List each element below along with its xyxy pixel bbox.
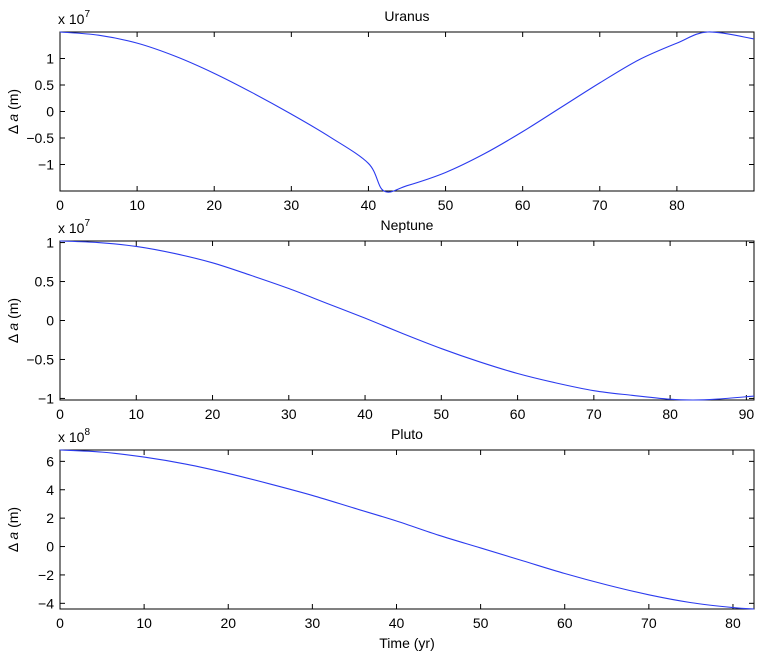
chart-pluto-multiplier: x 108 [58,427,90,445]
chart-neptune-axes-box [59,240,755,401]
chart-pluto-xtick-label: 20 [220,615,236,631]
chart-pluto-xlabel: Time (yr) [379,635,434,651]
chart-uranus-ytick-label: −1 [38,157,54,173]
chart-pluto-xtick-label: 40 [389,615,405,631]
chart-uranus-xtick-label: 10 [129,197,145,213]
chart-neptune-title: Neptune [381,217,434,233]
chart-pluto-multiplier-exponent: 8 [84,427,90,438]
chart-neptune-ylabel: Δ a (m) [5,298,21,343]
chart-pluto-xtick-label: 50 [473,615,489,631]
chart-uranus-xtick-label: 0 [56,197,64,213]
chart-pluto: Pluto x 108 Δ a (m) 0 10 20 30 40 50 60 70 80 −4 −2 0 2… [5,426,755,651]
chart-neptune-ylabel-symbol: Δ [5,334,21,343]
chart-neptune-ytick-label: 0 [46,313,54,329]
chart-neptune-xtick-label: 80 [662,406,678,422]
chart-pluto-ytick-label: −4 [38,595,54,611]
chart-uranus-xtick-label: 60 [515,197,531,213]
chart-pluto-xtick-label: 10 [136,615,152,631]
chart-pluto-ytick-label: 2 [46,510,54,526]
chart-uranus-ytick-label: 1 [46,51,54,67]
chart-neptune-xtick-label: 70 [586,406,602,422]
chart-neptune-ylabel-unit: (m) [5,298,21,319]
chart-neptune-ytick-label: 1 [46,235,54,251]
chart-uranus-ytick-label: 0.5 [35,77,55,93]
chart-pluto-ytick-label: 6 [46,453,54,469]
chart-uranus-xtick-label: 30 [284,197,300,213]
chart-pluto-multiplier-base: x 10 [58,429,85,445]
chart-uranus-xtick-label: 80 [669,197,685,213]
chart-uranus-series-line [59,31,755,193]
chart-neptune-xtick-label: 0 [56,406,64,422]
chart-uranus-ylabel-symbol: Δ [5,125,21,134]
chart-uranus-multiplier: x 107 [58,9,90,27]
chart-uranus-ytick-label: −0.5 [26,130,54,146]
chart-uranus-title: Uranus [384,8,429,24]
chart-pluto-xtick-label: 0 [56,615,64,631]
chart-pluto-ylabel-variable: a [5,532,21,540]
chart-uranus-multiplier-base: x 10 [58,11,85,27]
chart-pluto-xtick-label: 70 [641,615,657,631]
chart-uranus-ytick-label: 0 [46,104,54,120]
chart-uranus-xtick-label: 40 [361,197,377,213]
chart-pluto-ylabel-unit: (m) [5,507,21,528]
chart-neptune-xtick-label: 60 [510,406,526,422]
chart-neptune-multiplier: x 107 [58,218,90,236]
chart-neptune-xtick-label: 90 [739,406,755,422]
chart-neptune-ylabel-variable: a [5,323,21,331]
chart-pluto-ytick-label: 0 [46,539,54,555]
chart-pluto-xtick-label: 30 [305,615,321,631]
chart-neptune-ytick-label: 0.5 [35,274,55,290]
chart-neptune-xtick-label: 10 [128,406,144,422]
chart-uranus-axes-box [59,31,755,192]
chart-uranus-xtick-label: 20 [206,197,222,213]
chart-uranus-ylabel-unit: (m) [5,89,21,110]
chart-uranus-ylabel: Δ a (m) [5,89,21,134]
chart-pluto-title: Pluto [391,426,423,442]
chart-neptune-xtick-label: 30 [281,406,297,422]
chart-pluto-series-line [59,449,755,610]
chart-neptune-ytick-label: −1 [38,390,54,406]
chart-neptune-xtick-label: 20 [205,406,221,422]
chart-pluto-ytick-label: 4 [46,482,54,498]
chart-neptune-ytick-label: −0.5 [26,351,54,367]
chart-pluto-ylabel: Δ a (m) [5,507,21,552]
chart-neptune-xtick-label: 40 [357,406,373,422]
chart-uranus-ylabel-variable: a [5,114,21,122]
chart-uranus-xtick-label: 50 [438,197,454,213]
chart-neptune-xtick-label: 50 [434,406,450,422]
chart-neptune-multiplier-exponent: 7 [84,218,90,229]
chart-pluto-axes-box [59,449,755,610]
chart-neptune-multiplier-base: x 10 [58,220,85,236]
chart-pluto-ylabel-symbol: Δ [5,543,21,552]
chart-pluto-ytick-label: −2 [38,567,54,583]
chart-pluto-xtick-label: 80 [725,615,741,631]
chart-uranus-multiplier-exponent: 7 [84,9,90,20]
chart-pluto-xtick-label: 60 [557,615,573,631]
chart-uranus-xtick-label: 70 [592,197,608,213]
chart-neptune-series-line [59,240,755,401]
